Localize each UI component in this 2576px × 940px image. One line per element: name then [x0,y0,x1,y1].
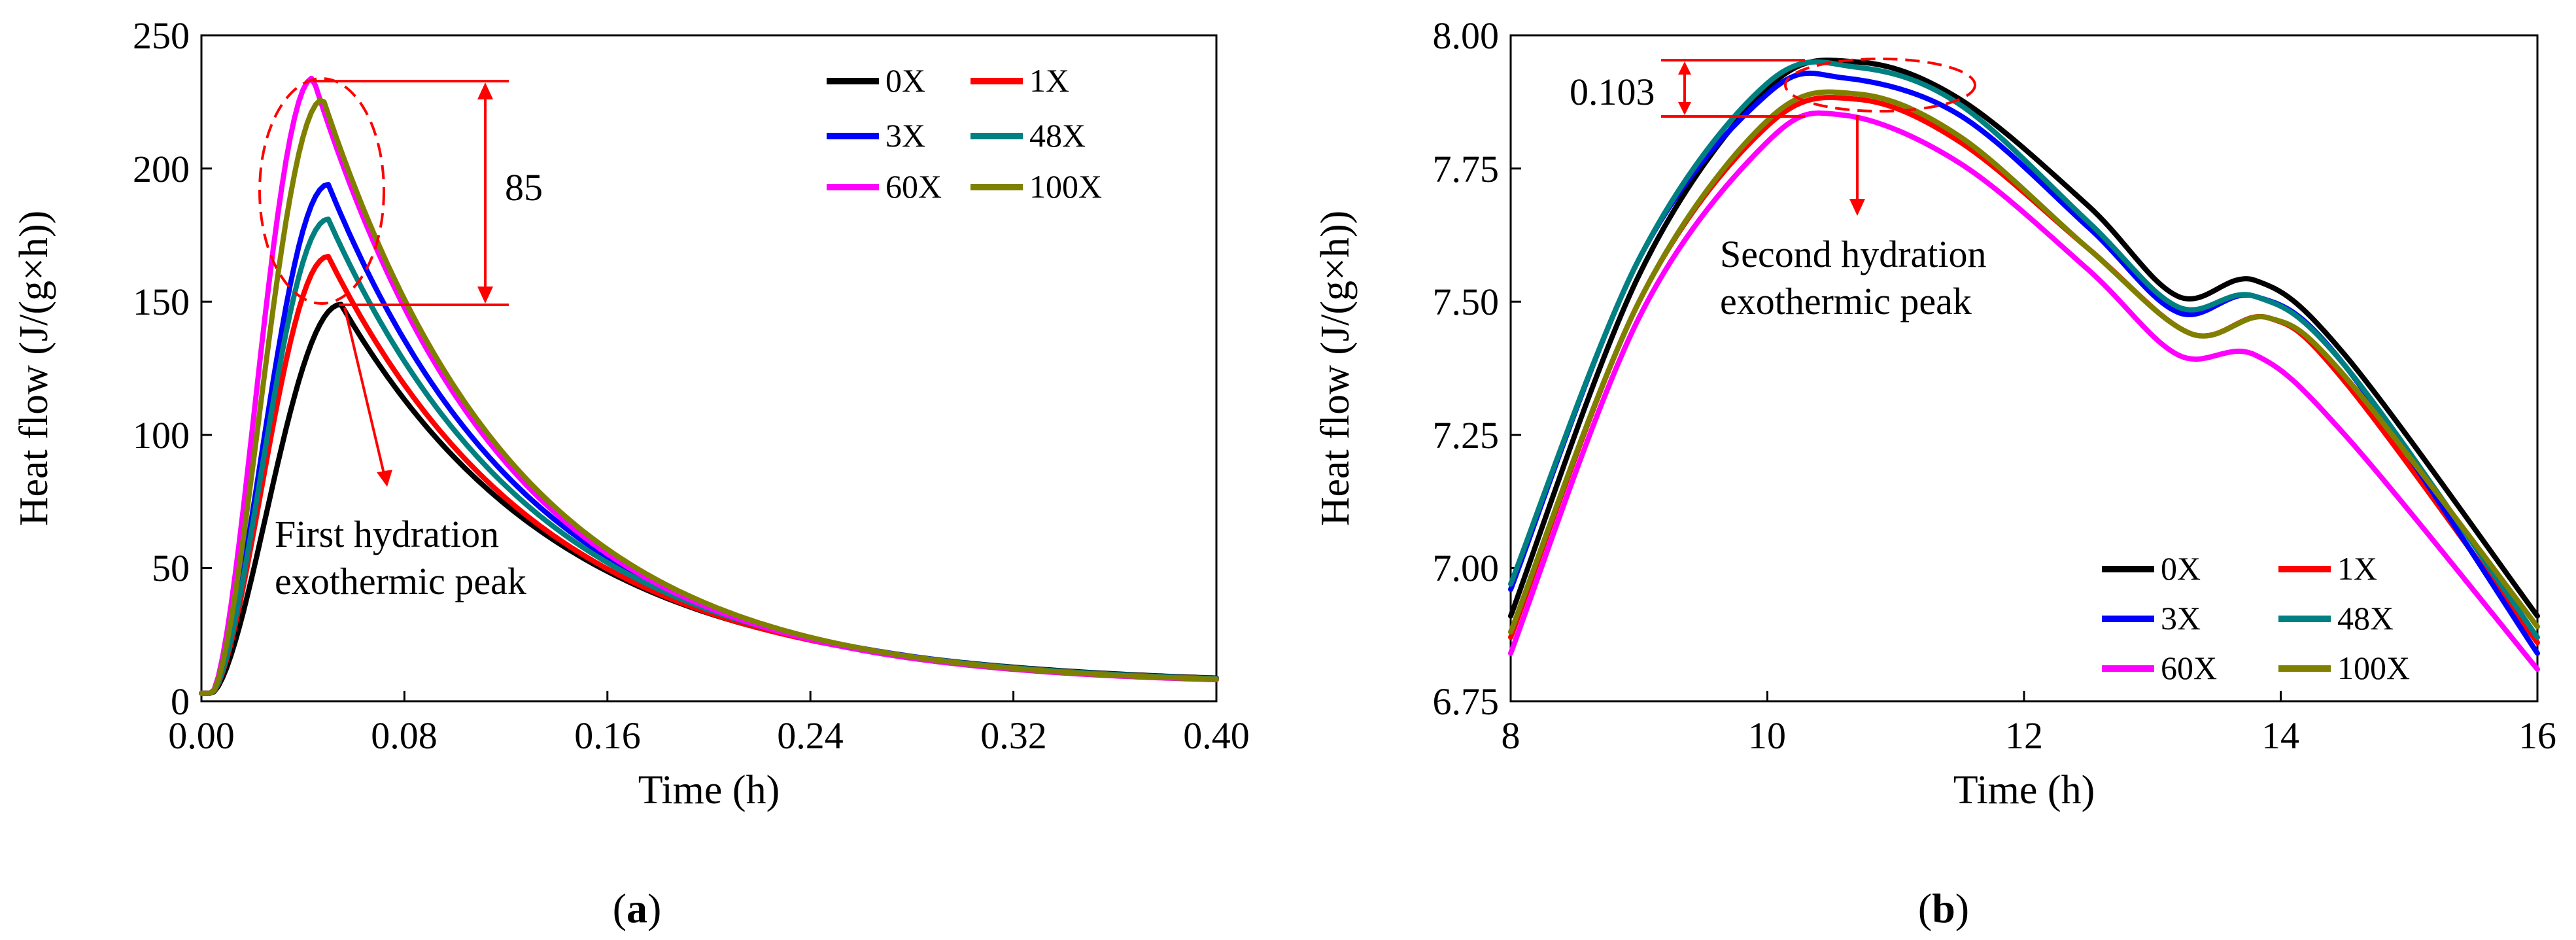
panel-b-series-60x [1508,110,2540,672]
panel-a-ylabel: Heat flow (J/(g×h)) [12,211,56,527]
panel-a-peak-label-line2: exothermic peak [275,560,526,602]
legend-label-60x: 60X [2161,650,2217,686]
panel-b-ytick: 6.75 [1433,680,1500,723]
panel-a-series-48x [199,217,1219,696]
panel-b-ytick: 7.00 [1433,547,1500,589]
panel-b-arrowhead-up-icon [1678,61,1691,75]
legend-label-60x: 60X [885,168,942,205]
panel-b-xtick: 8 [1502,714,1520,757]
panel-a-caption: (a) [613,885,662,931]
panel-a-xtick: 0.08 [371,714,438,757]
panel-a-arrowhead-down-icon [477,287,493,304]
panel-b-legend: 0X 1X 3X 48X 60X 100X [2102,550,2410,686]
panel-b-ytick: 7.50 [1433,281,1500,323]
panel-a-difference-label: 85 [505,166,543,209]
panel-b-ylabel: Heat flow (J/(g×h)) [1313,211,1358,527]
panel-a-series-100x [199,97,1219,696]
legend-label-3x: 3X [885,117,925,154]
panel-b-series-1x [1508,94,2540,646]
panel-a-xlabel: Time (h) [638,768,780,812]
panel-b-ytick: 7.75 [1433,148,1500,190]
panel-a-ytick: 150 [133,281,190,323]
panel-b-xtick: 14 [2261,714,2299,757]
panel-b-series-0x [1508,58,2540,619]
panel-b-ytick: 8.00 [1433,14,1500,57]
panel-a-xtick: 0.24 [777,714,844,757]
legend-label-0x: 0X [885,62,925,99]
panel-a-legend: 0X 1X 3X 48X 60X 100X [827,62,1102,205]
panel-b-arrowhead-down-icon [1678,102,1691,115]
legend-label-100x: 100X [2337,650,2410,686]
panel-a-xtick: 0.00 [168,714,235,757]
legend-label-48x: 48X [1029,117,1086,154]
panel-b-peak-label-line1: Second hydration [1720,233,1987,275]
panel-a-series-0x [199,302,1219,696]
panel-b-ytick: 7.25 [1433,414,1500,457]
legend-label-0x: 0X [2161,550,2201,587]
panel-a: 0.00 0.08 0.16 0.24 0.32 0.40 0 50 100 1… [12,14,1250,931]
panel-a-pointer-arrow [343,307,386,477]
panel-a-xtick: 0.16 [574,714,641,757]
panel-b-series-group [1508,34,2540,703]
panel-a-xtick: 0.32 [980,714,1047,757]
panel-a-ytick: 100 [133,414,190,457]
panel-a-peak-label-line1: First hydration [275,513,499,555]
panel-b-xtick: 16 [2518,714,2556,757]
legend-label-1x: 1X [1029,62,1069,99]
panel-a-peak-ellipse [258,77,385,305]
panel-a-pointer-arrowhead-icon [377,470,392,487]
panel-a-arrowhead-up-icon [477,82,493,99]
panel-a-ytick: 250 [133,14,190,57]
panel-a-ytick: 50 [152,547,190,589]
panel-a-plot-frame [200,34,1218,703]
panel-a-series-3x [199,182,1219,696]
panel-a-ytick: 0 [171,680,190,723]
panel-b-pointer-arrowhead-icon [1849,199,1865,216]
panel-a-ytick: 200 [133,148,190,190]
legend-label-3x: 3X [2161,600,2201,636]
legend-label-1x: 1X [2337,550,2377,587]
panel-b-series-100x [1508,89,2540,635]
panel-b-peak-label-line2: exothermic peak [1720,280,1972,322]
panel-b-peak-ellipse [1784,58,1976,113]
panel-b-series-48x [1508,59,2540,640]
panel-b-xtick: 10 [1748,714,1786,757]
panel-a-xtick: 0.40 [1183,714,1250,757]
panel-b-xlabel: Time (h) [1953,768,2095,812]
panel-b-xtick: 12 [2005,714,2043,757]
panel-b: 8 10 12 14 16 6.75 7.00 7.25 7.50 7.75 8… [1313,14,2556,931]
panel-b-difference-label: 0.103 [1570,71,1655,113]
legend-label-100x: 100X [1029,168,1102,205]
panel-b-caption: (b) [1918,885,1969,931]
legend-label-48x: 48X [2337,600,2394,636]
